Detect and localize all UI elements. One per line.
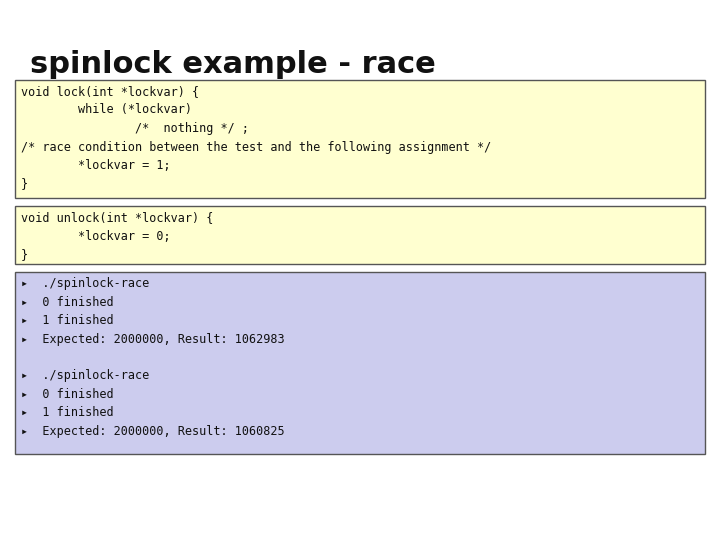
Text: void lock(int *lockvar) {
        while (*lockvar)
                /*  nothing *: void lock(int *lockvar) { while (*lockva…	[21, 85, 491, 191]
Text: spinlock example - race: spinlock example - race	[30, 50, 436, 79]
Text: ▸  ./spinlock-race
▸  0 finished
▸  1 finished
▸  Expected: 2000000, Result: 106: ▸ ./spinlock-race ▸ 0 finished ▸ 1 finis…	[21, 277, 284, 438]
FancyBboxPatch shape	[15, 272, 705, 454]
FancyBboxPatch shape	[15, 80, 705, 198]
Text: void unlock(int *lockvar) {
        *lockvar = 0;
}: void unlock(int *lockvar) { *lockvar = 0…	[21, 211, 213, 261]
FancyBboxPatch shape	[15, 206, 705, 264]
